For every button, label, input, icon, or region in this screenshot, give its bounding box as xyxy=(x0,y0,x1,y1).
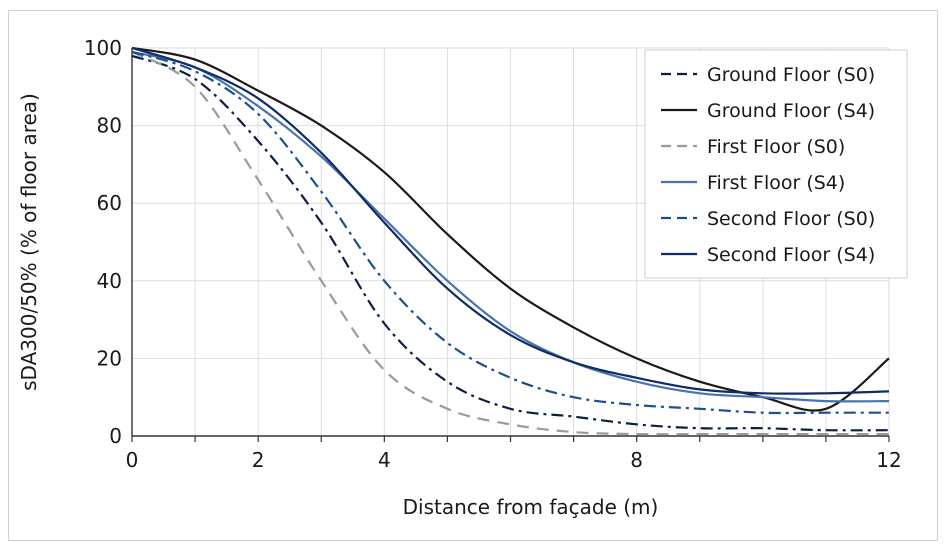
legend-label-second-floor-s4: Second Floor (S4) xyxy=(707,244,875,266)
legend: Ground Floor (S0) Ground Floor (S4) First … xyxy=(644,49,908,279)
legend-label-second-floor-s0: Second Floor (S0) xyxy=(707,208,875,230)
y-tick-label: 60 xyxy=(97,191,122,215)
y-tick-label: 0 xyxy=(109,424,122,448)
series-line-second-floor-s4 xyxy=(131,46,890,395)
legend-box xyxy=(644,49,908,279)
series-line-ground-floor-s0 xyxy=(131,54,890,432)
x-tick-label: 0 xyxy=(126,448,139,472)
tick-labels: 0 2 4 8 12 0 20 40 60 80 100 xyxy=(84,36,902,472)
legend-label-first-floor-s0: First Floor (S0) xyxy=(707,136,845,158)
legend-label-first-floor-s4: First Floor (S4) xyxy=(707,172,845,194)
y-axis-title: sDA300/50% (% of floor area) xyxy=(17,93,41,391)
y-tick-label: 80 xyxy=(97,114,122,138)
x-tick-label: 4 xyxy=(378,448,391,472)
x-tick-label: 12 xyxy=(876,448,901,472)
axes xyxy=(131,48,890,442)
y-tick-label: 40 xyxy=(97,269,122,293)
series-line-second-floor-s0 xyxy=(131,50,889,415)
x-axis-title: Distance from façade (m) xyxy=(403,495,659,519)
series-lines xyxy=(131,46,890,436)
y-tick-label: 20 xyxy=(97,346,122,370)
series-line-first-floor-s4 xyxy=(131,50,890,403)
legend-label-ground-floor-s0: Ground Floor (S0) xyxy=(707,64,875,86)
legend-label-ground-floor-s4: Ground Floor (S4) xyxy=(707,100,875,122)
x-tick-label: 2 xyxy=(252,448,265,472)
y-tick-label: 100 xyxy=(84,36,122,60)
x-tick-label: 8 xyxy=(630,448,643,472)
